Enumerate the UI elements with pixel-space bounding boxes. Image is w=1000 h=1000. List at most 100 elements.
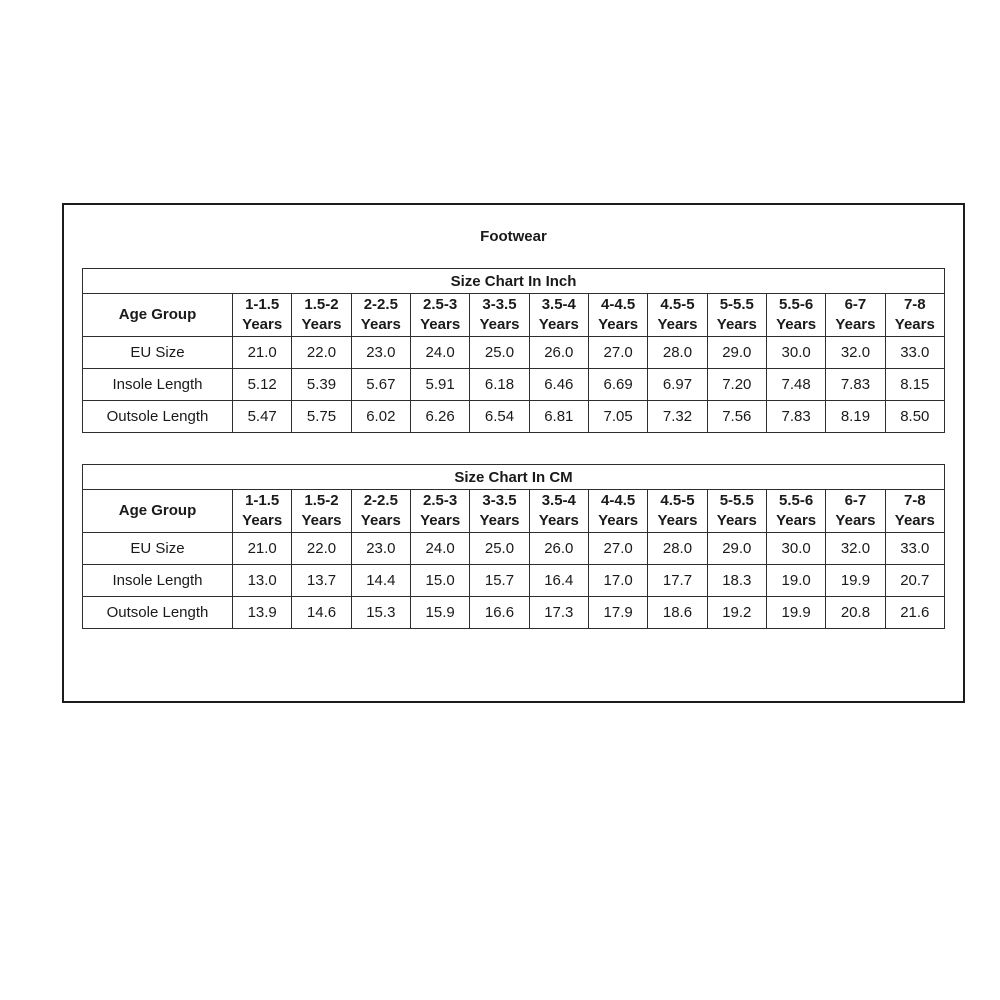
- size-chart-table-inch: Size Chart In Inch Age Group 1-1.5 Years 1.5…: [82, 268, 946, 433]
- value-cell: 7.56: [706, 400, 767, 433]
- age-unit-label: Years: [479, 316, 520, 333]
- value-cell: 16.4: [528, 564, 589, 597]
- table-row: EU Size 21.0 22.0 23.0 24.0 25.0 26.0 27.0 28.0 2…: [82, 336, 946, 369]
- value-cell: 28.0: [647, 336, 708, 369]
- age-group-cell: 4-4.5 Years: [587, 489, 649, 533]
- value-cell: 25.0: [469, 532, 530, 565]
- value-cell: 30.0: [765, 532, 827, 565]
- value-cell: 26.0: [528, 336, 589, 369]
- value-cell: 18.6: [647, 596, 708, 629]
- age-group-cell: 5-5.5 Years: [706, 489, 767, 533]
- age-group-cell: 1.5-2 Years: [291, 293, 352, 337]
- age-range-label: 1.5-2: [304, 296, 339, 313]
- value-cell: 17.0: [587, 564, 649, 597]
- value-cell: 7.20: [706, 368, 767, 401]
- value-cell: 5.67: [350, 368, 411, 401]
- age-unit-label: Years: [598, 316, 639, 333]
- age-group-cell: 7-8 Years: [884, 293, 946, 337]
- age-group-cell: 6-7 Years: [825, 489, 886, 533]
- value-cell: 15.7: [469, 564, 530, 597]
- age-range-label: 2.5-3: [423, 492, 458, 509]
- table-row: Insole Length 5.12 5.39 5.67 5.91 6.18 6.46 6.6…: [82, 368, 946, 401]
- age-group-cell: 3.5-4 Years: [528, 489, 589, 533]
- age-range-label: 2-2.5: [363, 296, 398, 313]
- row-label: Outsole Length: [82, 400, 233, 433]
- age-unit-label: Years: [301, 316, 342, 333]
- age-group-header: Age Group: [82, 489, 233, 533]
- age-range-label: 3-3.5: [482, 492, 517, 509]
- value-cell: 13.0: [231, 564, 293, 597]
- value-cell: 18.3: [706, 564, 767, 597]
- age-unit-label: Years: [538, 316, 579, 333]
- age-group-cell: 4.5-5 Years: [647, 489, 708, 533]
- value-cell: 19.0: [765, 564, 827, 597]
- value-cell: 27.0: [587, 532, 649, 565]
- value-cell: 6.26: [409, 400, 471, 433]
- age-group-cell: 5.5-6 Years: [765, 489, 827, 533]
- age-group-cell: 1.5-2 Years: [291, 489, 352, 533]
- value-cell: 33.0: [884, 532, 946, 565]
- age-range-label: 2-2.5: [363, 492, 398, 509]
- row-label: Outsole Length: [82, 596, 233, 629]
- value-cell: 33.0: [884, 336, 946, 369]
- value-cell: 6.18: [469, 368, 530, 401]
- age-range-label: 1.5-2: [304, 492, 339, 509]
- row-label: EU Size: [82, 336, 233, 369]
- value-cell: 5.12: [231, 368, 293, 401]
- age-group-row: Age Group 1-1.5 Years 1.5-2 Years 2-2.5 Years 2…: [82, 293, 946, 337]
- row-label: Insole Length: [82, 368, 233, 401]
- age-range-label: 4.5-5: [660, 296, 695, 313]
- age-range-label: 3.5-4: [541, 492, 576, 509]
- value-cell: 8.15: [884, 368, 946, 401]
- row-label: EU Size: [82, 532, 233, 565]
- age-unit-label: Years: [538, 512, 579, 529]
- age-unit-label: Years: [301, 512, 342, 529]
- value-cell: 16.6: [469, 596, 530, 629]
- age-group-cell: 7-8 Years: [884, 489, 946, 533]
- value-cell: 20.7: [884, 564, 946, 597]
- value-cell: 7.48: [765, 368, 827, 401]
- age-group-cell: 2-2.5 Years: [350, 293, 411, 337]
- age-range-label: 3.5-4: [541, 296, 576, 313]
- age-group-cell: 4.5-5 Years: [647, 293, 708, 337]
- value-cell: 6.02: [350, 400, 411, 433]
- age-unit-label: Years: [894, 316, 935, 333]
- value-cell: 23.0: [350, 532, 411, 565]
- value-cell: 23.0: [350, 336, 411, 369]
- value-cell: 6.69: [587, 368, 649, 401]
- age-unit-label: Years: [776, 512, 817, 529]
- value-cell: 5.75: [291, 400, 352, 433]
- value-cell: 22.0: [291, 336, 352, 369]
- age-group-cell: 4-4.5 Years: [587, 293, 649, 337]
- age-range-label: 6-7: [844, 492, 867, 509]
- age-group-cell: 6-7 Years: [825, 293, 886, 337]
- age-unit-label: Years: [835, 316, 876, 333]
- age-unit-label: Years: [242, 316, 283, 333]
- age-range-label: 5.5-6: [779, 296, 814, 313]
- age-range-label: 6-7: [844, 296, 867, 313]
- value-cell: 7.83: [765, 400, 827, 433]
- age-range-label: 5-5.5: [719, 492, 754, 509]
- value-cell: 20.8: [825, 596, 886, 629]
- value-cell: 24.0: [409, 336, 471, 369]
- value-cell: 8.19: [825, 400, 886, 433]
- table-row: Outsole Length 13.9 14.6 15.3 15.9 16.6 17.3 17…: [82, 596, 946, 629]
- table-caption-row: Size Chart In Inch: [82, 268, 945, 294]
- age-group-cell: 2.5-3 Years: [409, 489, 471, 533]
- age-group-cell: 5.5-6 Years: [765, 293, 827, 337]
- row-label: Insole Length: [82, 564, 233, 597]
- age-unit-label: Years: [420, 316, 461, 333]
- age-unit-label: Years: [657, 512, 698, 529]
- age-group-cell: 3.5-4 Years: [528, 293, 589, 337]
- value-cell: 13.9: [231, 596, 293, 629]
- page-title: Footwear: [480, 228, 547, 245]
- table-row: Outsole Length 5.47 5.75 6.02 6.26 6.54 6.81 7.…: [82, 400, 946, 433]
- age-range-label: 7-8: [903, 492, 926, 509]
- age-range-label: 7-8: [903, 296, 926, 313]
- value-cell: 21.6: [884, 596, 946, 629]
- value-cell: 15.9: [409, 596, 471, 629]
- value-cell: 17.3: [528, 596, 589, 629]
- value-cell: 21.0: [231, 532, 293, 565]
- age-range-label: 4-4.5: [601, 296, 636, 313]
- age-unit-label: Years: [835, 512, 876, 529]
